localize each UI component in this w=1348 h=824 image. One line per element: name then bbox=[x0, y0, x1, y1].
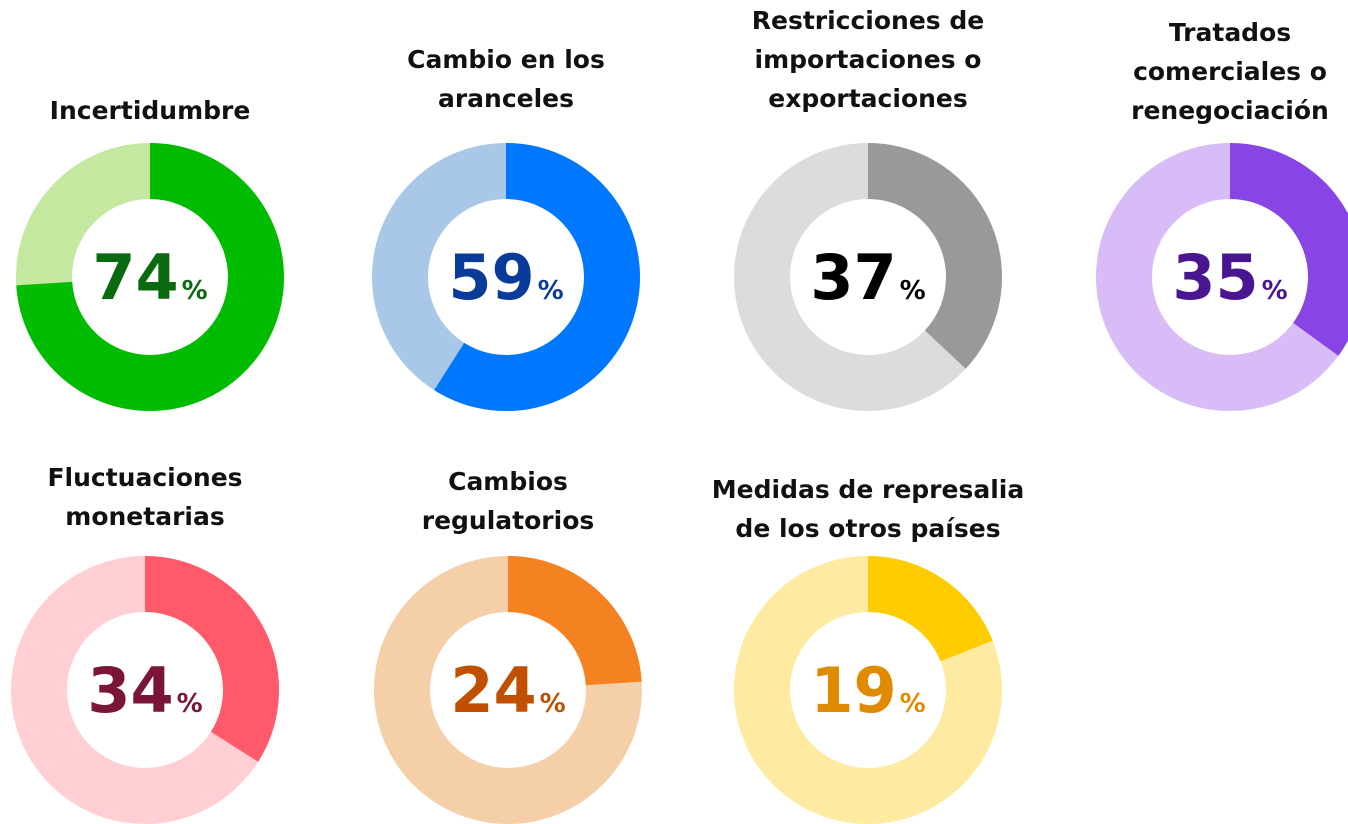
chart-title: Tratados bbox=[1169, 18, 1291, 47]
value-unit: % bbox=[177, 689, 203, 719]
value-label: 59% bbox=[448, 241, 563, 314]
chart-title: exportaciones bbox=[768, 84, 968, 113]
donut-segment bbox=[1229, 143, 1348, 356]
chart-title: Restricciones de bbox=[752, 6, 985, 35]
donut-segment bbox=[144, 556, 279, 762]
value-label: 24% bbox=[450, 654, 565, 727]
value-unit: % bbox=[900, 689, 926, 719]
donut-segment bbox=[867, 143, 1002, 369]
value-label: 34% bbox=[87, 654, 202, 727]
chart-title: Medidas de represalia bbox=[712, 475, 1024, 504]
value-label: 35% bbox=[1172, 241, 1287, 314]
donut-segment bbox=[866, 556, 993, 663]
value-number: 37 bbox=[810, 241, 896, 314]
value-unit: % bbox=[182, 276, 208, 306]
value-unit: % bbox=[538, 276, 564, 306]
chart-title: Cambio en los bbox=[407, 45, 605, 74]
chart-title: regulatorios bbox=[422, 506, 595, 535]
value-number: 74 bbox=[92, 241, 178, 314]
donut-segment bbox=[16, 143, 284, 411]
value-unit: % bbox=[540, 689, 566, 719]
chart-title: renegociación bbox=[1131, 96, 1329, 125]
chart-title: aranceles bbox=[438, 84, 574, 113]
value-number: 35 bbox=[1172, 241, 1258, 314]
value-unit: % bbox=[1262, 276, 1288, 306]
chart-title: comerciales o bbox=[1133, 57, 1327, 86]
value-number: 59 bbox=[448, 241, 534, 314]
chart-title: monetarias bbox=[65, 502, 224, 531]
donut-segment bbox=[507, 556, 642, 687]
value-number: 19 bbox=[810, 654, 896, 727]
chart-title: Fluctuaciones bbox=[47, 463, 242, 492]
value-label: 74% bbox=[92, 241, 207, 314]
chart-title: Cambios bbox=[448, 467, 568, 496]
value-label: 37% bbox=[810, 241, 925, 314]
chart-title: importaciones o bbox=[755, 45, 982, 74]
donut-segment bbox=[434, 143, 640, 411]
chart-title: de los otros países bbox=[735, 514, 1000, 543]
value-number: 34 bbox=[87, 654, 173, 727]
value-unit: % bbox=[900, 276, 926, 306]
chart-title: Incertidumbre bbox=[50, 96, 251, 125]
value-number: 24 bbox=[450, 654, 536, 727]
value-label: 19% bbox=[810, 654, 925, 727]
